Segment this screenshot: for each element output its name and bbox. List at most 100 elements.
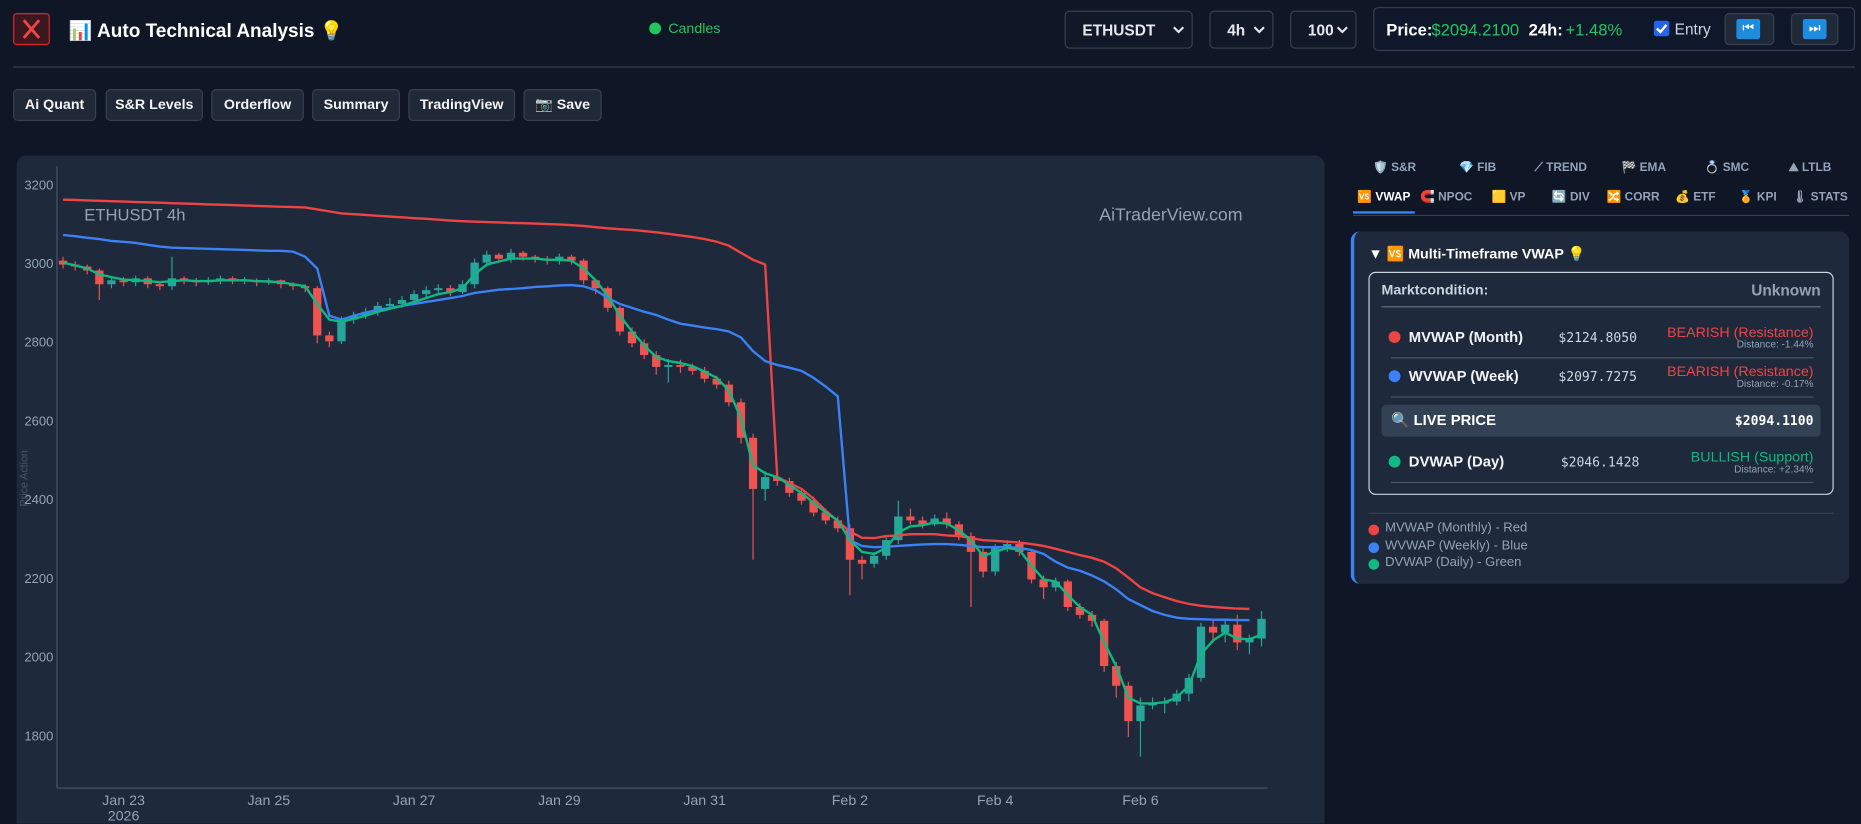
candle-body [1039,579,1048,588]
toolbar-button[interactable]: 📷 Save [523,89,602,122]
x-tick-label: Feb 2 [832,793,868,809]
candle-body [506,252,516,259]
row-signal: BEARISH (Resistance) [1667,363,1814,380]
tab[interactable]: 🟨 VP [1491,191,1526,205]
y-tick-label: 1800 [24,728,53,743]
row-signal: BEARISH (Resistance) [1667,324,1814,341]
candle-body [107,280,116,285]
y-tick-label: 2200 [24,571,53,586]
y-axis-label: Price Action [19,450,31,506]
candle-body [434,288,443,291]
tab[interactable]: ⟋ TREND [1534,161,1587,175]
x-tick-label: Jan 23 [102,793,145,809]
row-name: MVWAP (Month) [1408,328,1524,346]
tab[interactable]: 🔀 CORR [1606,191,1660,205]
candle-body [918,520,927,525]
next-button[interactable]: ⏭ [1790,13,1839,46]
candle-body [688,366,697,371]
prev-icon: ⏮ [1736,18,1761,40]
tab[interactable]: ⛰ LTLB [1788,161,1832,175]
limit-select[interactable]: 100 [1290,10,1357,49]
candle-body [942,518,951,525]
change-label: 24h: [1528,20,1563,40]
legend-label: WVWAP (Weekly) - Blue [1385,538,1528,553]
app-title: 📊 Auto Technical Analysis 💡 [68,21,344,42]
symbol-text: ETHUSDT [1082,21,1156,40]
entry-checkbox[interactable] [1653,20,1670,37]
close-button[interactable] [13,13,50,46]
candle-body [95,270,104,285]
live-price-box [1381,404,1821,437]
candle-body [700,370,709,379]
candle-body [615,307,625,332]
chart-title: ETHUSDT 4h [84,205,185,224]
candle-body [1257,618,1266,639]
y-tick-label: 3000 [24,256,53,271]
candle-body [119,280,128,283]
vwap-box [1368,271,1834,495]
legend-label: DVWAP (Daily) - Green [1385,555,1522,570]
close-icon [22,19,41,39]
candle-body [785,481,794,493]
candle-body [978,551,988,572]
chevron [1173,26,1185,34]
row-distance: Distance: -1.44% [1736,338,1814,351]
tab[interactable]: 🛡️ S&R [1372,161,1417,175]
tab[interactable]: 🏁 EMA [1621,161,1667,175]
candle-body [821,512,830,521]
candle-body [579,260,588,281]
row-dot [1388,331,1401,344]
timeframe-select[interactable]: 4h [1209,10,1274,49]
symbol-select[interactable]: ETHUSDT [1064,10,1193,49]
tab[interactable]: 🌡 STATS [1792,191,1848,205]
x-tick-label: Jan 27 [393,793,436,809]
tab[interactable]: 💰 ETF [1675,191,1716,205]
x-tick-label: Jan 25 [247,793,290,809]
tab[interactable]: 💍 SMC [1704,161,1750,175]
entry-label: Entry [1674,20,1711,38]
candle-body [809,500,818,513]
separator [1381,306,1821,308]
tabs-divider [1353,214,1850,217]
toolbar-button[interactable]: TradingView [408,89,516,122]
toolbar-button[interactable]: Orderflow [211,89,304,122]
row-signal: BULLISH (Support) [1690,448,1814,466]
chart: ETHUSDT 4h AiTraderView.com Price Action… [16,155,1325,824]
row-name: DVWAP (Day) [1408,453,1505,470]
candle-body [1233,624,1242,643]
status-dot [649,22,662,35]
candle-body [167,278,177,287]
y-tick-label: 2600 [24,413,53,428]
separator [1390,481,1814,484]
vwap-line [62,233,1250,622]
timeframe-text: 4h [1227,21,1246,40]
candle-body [409,294,419,300]
toolbar-button[interactable]: S&R Levels [105,89,203,122]
live-label: 🔍 LIVE PRICE [1390,411,1497,429]
candle-body [857,559,867,564]
change-value: +1.48% [1565,20,1623,40]
candle-body [1051,581,1060,588]
candle-body [845,528,855,560]
toolbar-button[interactable]: Summary [312,89,400,122]
tab[interactable]: 🧲 NPOC [1420,191,1473,205]
tab[interactable]: 🔄 DIV [1551,191,1590,205]
vwap-line [62,198,1250,611]
tab[interactable]: 💎 FIB [1459,161,1497,175]
row-distance: Distance: -0.17% [1736,377,1814,390]
live-value: $2094.1100 [1734,413,1814,429]
toolbar-button[interactable]: Ai Quant [13,89,97,122]
row-name: WVWAP (Week) [1408,367,1519,385]
tab[interactable]: 🏅 KPI [1738,191,1777,205]
candle-body [313,288,322,336]
tab[interactable]: 🆚 VWAP [1357,191,1411,205]
card-title[interactable]: ▼ 🆚 Multi-Timeframe VWAP 💡 [1368,245,1586,263]
row-value: $2046.1428 [1560,454,1640,470]
row-value: $2124.8050 [1558,329,1637,346]
candle-body [773,477,782,482]
prev-button[interactable]: ⏮ [1724,13,1775,46]
y-tick-label: 2800 [24,335,53,350]
mode-label: Candles [668,20,721,37]
